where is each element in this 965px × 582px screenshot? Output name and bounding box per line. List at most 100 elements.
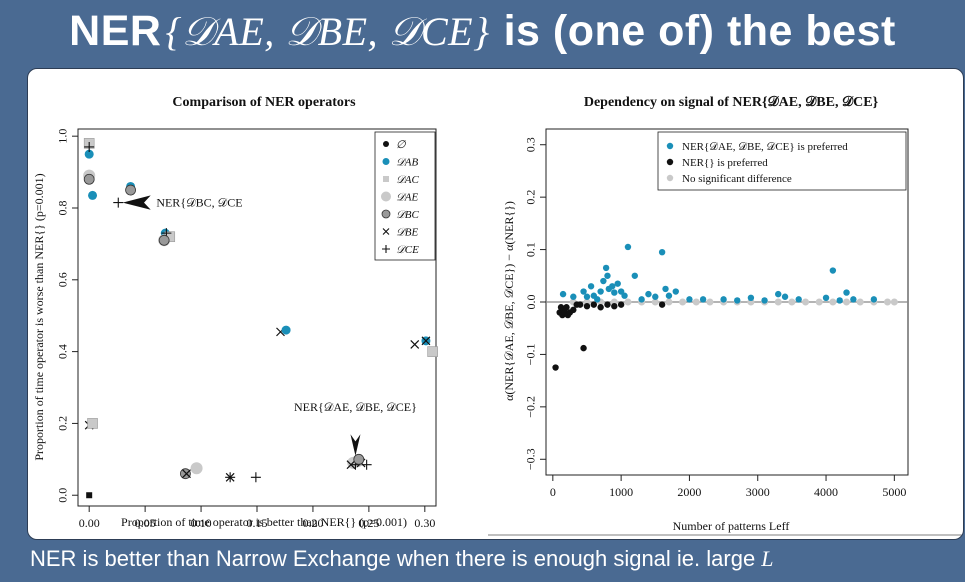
slide-caption: NER is better than Narrow Exchange when … <box>30 541 960 577</box>
chart-point <box>611 302 618 310</box>
chart-point <box>552 364 559 371</box>
chart-point <box>158 234 170 246</box>
chart-point <box>651 298 659 306</box>
y-tick-label: −0.3 <box>524 448 538 470</box>
legend-box <box>657 131 907 191</box>
x-tick-label: 0.05 <box>135 516 156 530</box>
chart-point <box>884 298 892 306</box>
legend-label: ∅ <box>396 139 406 151</box>
caption-text: NER is better than Narrow Exchange when … <box>30 546 756 571</box>
chart-point <box>829 298 837 306</box>
y-tick-label: 0.0 <box>56 488 70 503</box>
slide-title-text: NER <box>69 6 162 55</box>
legend-marker <box>666 158 674 166</box>
chart-point <box>870 296 878 303</box>
chart-point <box>747 294 755 302</box>
chart-point <box>775 290 782 298</box>
chart-point <box>802 298 810 306</box>
chart-point <box>624 298 632 306</box>
slide-title-math: {𝒟AE, 𝒟BE, 𝒟CE} <box>165 8 490 54</box>
y-tick-label: 0.2 <box>524 190 538 205</box>
x-tick-label: 4000 <box>814 485 838 499</box>
legend-label: 𝒟AE <box>396 192 418 204</box>
legend-marker <box>383 176 389 182</box>
chart-point <box>83 173 95 185</box>
x-tick-label: 0.00 <box>79 516 100 530</box>
y-tick-label: 0.1 <box>524 242 538 257</box>
annotation: NER{𝒟BC, 𝒟CE <box>156 196 242 210</box>
y-tick-label: 0.3 <box>524 137 538 152</box>
chart-point <box>836 297 843 304</box>
chart-point <box>580 288 587 295</box>
legend-label: 𝒟AB <box>396 157 418 169</box>
chart-point <box>665 298 673 306</box>
legend-label: 𝒟CE <box>396 244 419 256</box>
chart-point <box>113 197 124 208</box>
chart-point <box>720 296 727 303</box>
chart-point <box>580 344 587 352</box>
chart-point <box>672 288 679 295</box>
legend-marker <box>666 174 674 182</box>
chart-point <box>225 472 236 483</box>
legend-label: NER{𝒟AE, 𝒟BE, 𝒟CE} is preferred <box>682 141 848 153</box>
chart-point <box>190 462 203 475</box>
chart-point <box>843 298 851 306</box>
chart-point <box>662 285 669 293</box>
chart-point <box>621 292 628 299</box>
chart-title: Dependency on signal of NER{𝒟AE, 𝒟BE, 𝒟C… <box>584 94 879 110</box>
y-tick-label: 0.2 <box>56 416 70 431</box>
chart-point <box>604 301 611 308</box>
x-tick-label: 2000 <box>677 485 701 499</box>
chart-point <box>856 298 864 306</box>
chart-point <box>734 297 741 304</box>
chart-point <box>850 296 857 303</box>
x-tick-label: 0.20 <box>302 516 323 530</box>
chart-point <box>88 190 98 200</box>
x-tick-label: 0.25 <box>358 516 379 530</box>
legend-marker <box>666 142 674 150</box>
annotation-arrow <box>350 423 361 456</box>
chart-point <box>679 298 687 306</box>
x-tick-label: 0.15 <box>247 516 268 530</box>
chart-point <box>890 298 898 306</box>
y-tick-label: 0.4 <box>56 344 70 359</box>
chart-point <box>781 293 789 300</box>
x-axis-label: Proportion of time operator is better th… <box>121 515 407 529</box>
left-chart: Comparison of NER operators 0.00 0.05 0.10 0… <box>32 95 438 530</box>
chart-point <box>645 290 652 298</box>
chart-point <box>624 243 632 251</box>
legend-marker <box>382 245 390 253</box>
chart-point <box>587 283 595 290</box>
y-tick-label: 0.6 <box>56 272 70 287</box>
chart-point <box>125 184 136 196</box>
x-tick-label: 5000 <box>882 485 906 499</box>
chart-point <box>638 296 645 303</box>
chart-point <box>658 248 666 256</box>
chart-point <box>84 149 94 159</box>
chart-point <box>583 302 591 310</box>
chart-point <box>829 267 837 274</box>
annotation-arrow <box>122 195 151 210</box>
y-axis-label: α(NER{𝒟AE, 𝒟BE, 𝒟CE}) − α(NER{}) <box>502 201 516 401</box>
chart-point <box>686 296 693 303</box>
chart-point <box>609 283 616 290</box>
chart-point <box>583 293 591 300</box>
legend-label: 𝒟AC <box>396 174 419 186</box>
chart-point <box>795 296 802 303</box>
chart-point <box>361 459 372 470</box>
chart-point <box>631 272 638 279</box>
caption-math: L <box>761 546 774 571</box>
legend-marker <box>382 228 390 235</box>
chart-point <box>427 346 438 357</box>
chart-point <box>815 298 823 306</box>
chart-point <box>346 460 356 470</box>
chart-point <box>611 289 618 296</box>
chart-point <box>597 288 604 295</box>
chart-point <box>559 290 567 298</box>
legend-marker <box>381 209 391 219</box>
y-tick-label: 0.0 <box>524 295 538 310</box>
chart-point <box>600 277 607 285</box>
chart-point <box>788 298 796 306</box>
chart-point <box>353 453 365 465</box>
chart-point <box>281 325 291 335</box>
